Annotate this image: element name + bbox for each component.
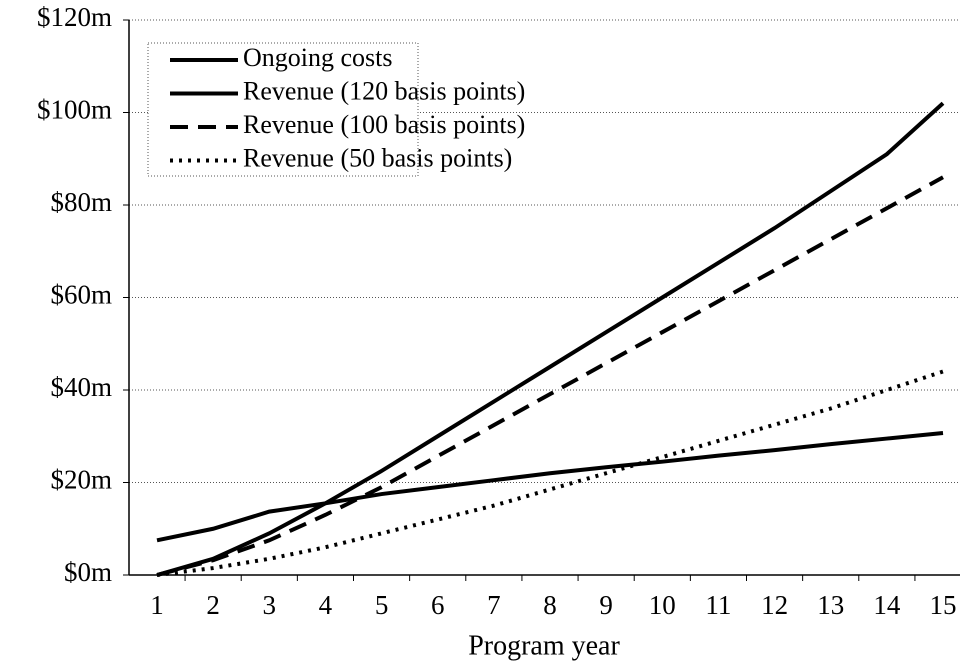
legend-box xyxy=(147,42,419,177)
x-tick-label: 9 xyxy=(599,590,613,620)
y-tick-label: $0m xyxy=(64,557,112,587)
series-line xyxy=(156,431,944,543)
series-line xyxy=(156,175,944,577)
x-tick-label: 5 xyxy=(375,590,389,620)
x-tick-label: 4 xyxy=(319,590,333,620)
x-tick-label: 2 xyxy=(206,590,220,620)
y-tick-label: $120m xyxy=(37,2,112,32)
y-tick-label: $100m xyxy=(37,95,112,125)
x-tick-label: 15 xyxy=(930,590,957,620)
y-tick-label: $20m xyxy=(50,465,112,495)
x-axis-label: Program year xyxy=(468,630,620,661)
x-tick-label: 8 xyxy=(543,590,557,620)
x-tick-label: 10 xyxy=(649,590,676,620)
x-tick-label: 14 xyxy=(873,590,901,620)
y-tick-label: $60m xyxy=(50,280,112,310)
legend-label: Revenue (120 basis points) xyxy=(243,76,525,105)
legend-label: Revenue (50 basis points) xyxy=(243,143,512,172)
x-tick-label: 13 xyxy=(817,590,844,620)
x-tick-label: 12 xyxy=(761,590,788,620)
x-tick-label: 7 xyxy=(487,590,501,620)
legend-label: Ongoing costs xyxy=(243,43,393,72)
legend-label: Revenue (100 basis points) xyxy=(243,110,525,139)
y-tick-label: $80m xyxy=(50,187,112,217)
x-tick-label: 3 xyxy=(263,590,277,620)
x-tick-label: 1 xyxy=(150,590,164,620)
y-tick-label: $40m xyxy=(50,372,112,402)
x-tick-label: 6 xyxy=(431,590,445,620)
series-line xyxy=(156,101,945,577)
x-tick-label: 11 xyxy=(705,590,731,620)
series-line xyxy=(156,369,944,577)
